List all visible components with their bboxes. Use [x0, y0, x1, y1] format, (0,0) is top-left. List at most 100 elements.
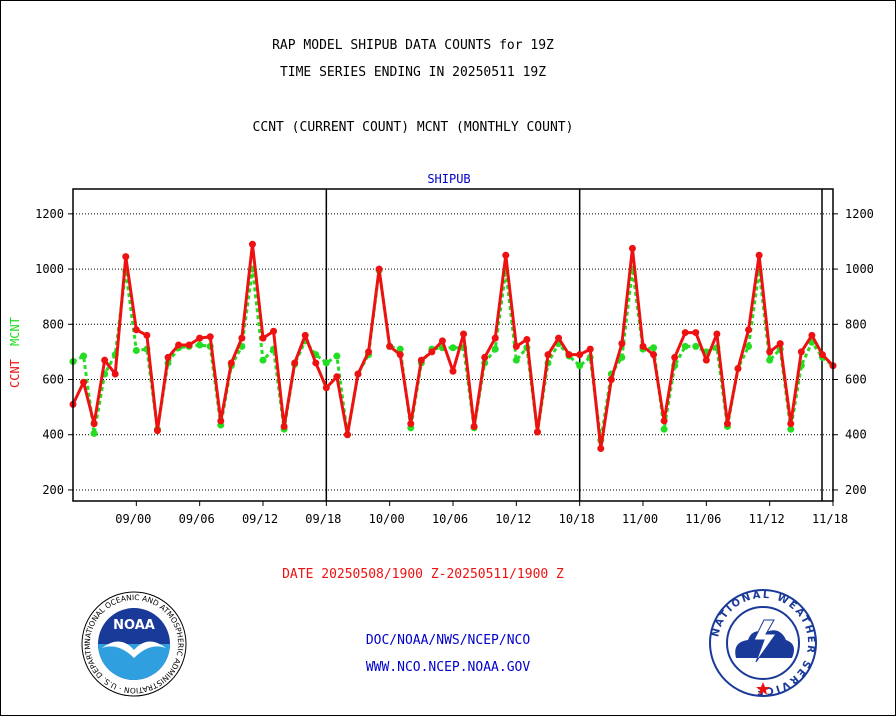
- x-tick-label: 11/06: [685, 512, 721, 526]
- data-counts-chart: SHIPUB CCNT MCNT 200 200 400 400 600 600 800 80…: [8, 172, 874, 526]
- y-tick-label-left: 1200: [35, 207, 64, 221]
- data-point-ccnt: [586, 345, 594, 353]
- data-point-ccnt: [607, 376, 615, 384]
- data-point-ccnt: [787, 420, 795, 428]
- x-tick-label: 11/00: [622, 512, 658, 526]
- y-tick-label-left: 400: [42, 428, 64, 442]
- y-axis-label-mcnt: MCNT: [8, 317, 22, 346]
- data-point-ccnt: [713, 330, 721, 338]
- data-point-mcnt: [618, 353, 626, 361]
- data-point-mcnt: [660, 425, 668, 433]
- data-point-ccnt: [692, 329, 700, 337]
- data-point-ccnt: [164, 353, 172, 361]
- data-point-mcnt: [322, 359, 330, 367]
- data-point-mcnt: [491, 345, 499, 353]
- data-point-ccnt: [101, 356, 109, 364]
- y-tick-label-right: 200: [845, 483, 867, 497]
- data-point-ccnt: [628, 244, 636, 252]
- data-point-ccnt: [797, 348, 805, 356]
- y-axis-label-ccnt: CCNT: [8, 359, 22, 388]
- data-point-ccnt: [544, 351, 552, 359]
- data-point-ccnt: [217, 417, 225, 425]
- data-point-ccnt: [438, 337, 446, 345]
- data-point-ccnt: [90, 420, 98, 428]
- data-point-mcnt: [512, 356, 520, 364]
- footer-org: DOC/NOAA/NWS/NCEP/NCO: [365, 633, 531, 648]
- data-point-mcnt: [576, 362, 584, 370]
- data-point-ccnt: [417, 356, 425, 364]
- data-point-mcnt: [681, 342, 689, 350]
- x-tick-label: 09/06: [179, 512, 215, 526]
- x-tick-label: 09/00: [115, 512, 151, 526]
- y-tick-label-right: 800: [845, 317, 867, 331]
- data-point-mcnt: [650, 344, 658, 352]
- data-point-ccnt: [512, 342, 520, 350]
- data-point-ccnt: [386, 342, 394, 350]
- data-point-ccnt: [565, 351, 573, 359]
- data-point-mcnt: [396, 345, 404, 353]
- x-tick-label: 10/00: [369, 512, 405, 526]
- data-point-mcnt: [259, 356, 267, 364]
- data-point-ccnt: [723, 420, 731, 428]
- data-point-ccnt: [449, 367, 457, 375]
- x-tick-label: 09/12: [242, 512, 278, 526]
- data-point-ccnt: [681, 329, 689, 337]
- noaa-logo-text: NOAA: [113, 618, 155, 633]
- x-tick-label: 11/18: [812, 512, 848, 526]
- data-point-ccnt: [143, 331, 151, 339]
- x-tick-label: 10/18: [559, 512, 595, 526]
- chart-title-line2: TIME SERIES ENDING IN 20250511 19Z: [279, 65, 547, 80]
- data-point-ccnt: [660, 417, 668, 425]
- x-tick-label: 09/18: [305, 512, 341, 526]
- date-range: DATE 20250508/1900 Z-20250511/1900 Z: [282, 567, 564, 582]
- data-point-ccnt: [533, 428, 541, 436]
- plot-area-frame: [72, 188, 834, 502]
- data-point-ccnt: [132, 326, 140, 334]
- data-point-ccnt: [470, 422, 478, 430]
- y-tick-label-right: 400: [845, 428, 867, 442]
- data-point-mcnt: [333, 352, 341, 360]
- y-tick-label-right: 1200: [845, 207, 874, 221]
- data-point-ccnt: [734, 364, 742, 372]
- data-point-ccnt: [111, 370, 119, 378]
- data-point-ccnt: [227, 359, 235, 367]
- x-tick-label: 10/12: [495, 512, 531, 526]
- data-point-ccnt: [280, 422, 288, 430]
- data-point-ccnt: [80, 378, 88, 386]
- x-tick-label: 10/06: [432, 512, 468, 526]
- data-point-ccnt: [238, 334, 246, 342]
- footer-url[interactable]: WWW.NCO.NCEP.NOAA.GOV: [365, 660, 531, 675]
- data-point-ccnt: [555, 334, 563, 342]
- data-point-ccnt: [354, 370, 362, 378]
- data-point-ccnt: [618, 340, 626, 348]
- data-point-ccnt: [639, 342, 647, 350]
- data-point-ccnt: [196, 334, 204, 342]
- chart-title-line1: RAP MODEL SHIPUB DATA COUNTS for 19Z: [272, 38, 554, 53]
- y-tick-label-left: 1000: [35, 262, 64, 276]
- data-point-ccnt: [502, 251, 510, 259]
- data-point-ccnt: [365, 348, 373, 356]
- chart-title-line3: CCNT (CURRENT COUNT) MCNT (MONTHLY COUNT…: [252, 120, 574, 135]
- data-point-ccnt: [333, 373, 341, 381]
- data-point-ccnt: [428, 348, 436, 356]
- data-point-ccnt: [776, 340, 784, 348]
- data-point-mcnt: [80, 352, 88, 360]
- data-point-ccnt: [248, 240, 256, 248]
- data-point-ccnt: [766, 348, 774, 356]
- data-point-ccnt: [597, 445, 605, 453]
- data-point-ccnt: [702, 356, 710, 364]
- data-point-ccnt: [270, 327, 278, 335]
- data-point-ccnt: [650, 351, 658, 359]
- y-tick-label-left: 600: [42, 373, 64, 387]
- data-point-mcnt: [787, 425, 795, 433]
- data-point-mcnt: [132, 347, 140, 355]
- data-point-ccnt: [671, 353, 679, 361]
- data-point-ccnt: [745, 326, 753, 334]
- data-point-ccnt: [175, 341, 183, 349]
- data-point-ccnt: [818, 351, 826, 359]
- data-point-ccnt: [343, 431, 351, 439]
- data-point-ccnt: [396, 351, 404, 359]
- data-point-ccnt: [523, 335, 531, 343]
- data-point-ccnt: [808, 331, 816, 339]
- data-point-ccnt: [206, 333, 214, 341]
